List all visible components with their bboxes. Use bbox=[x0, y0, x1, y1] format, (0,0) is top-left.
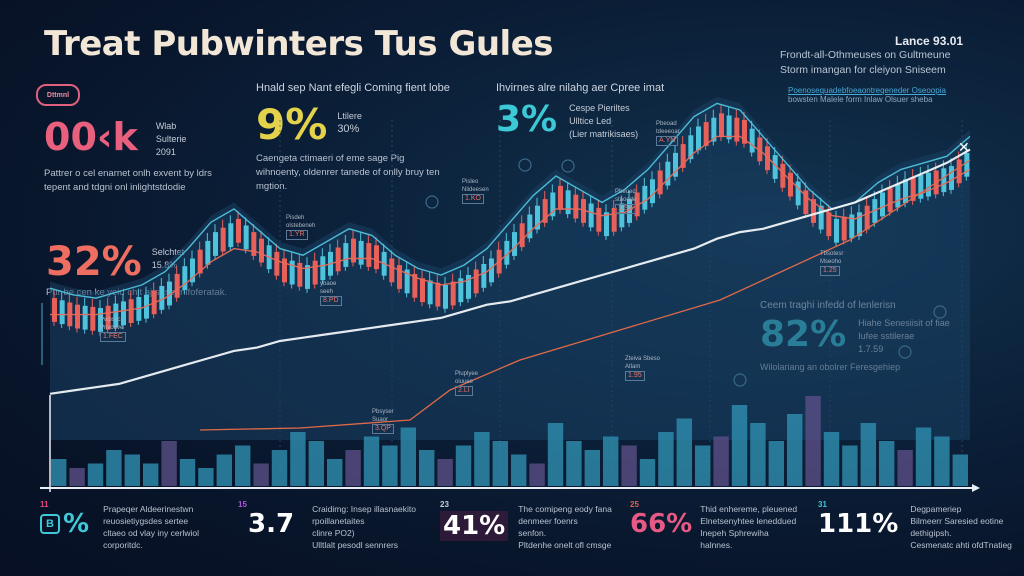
bottom-index: 15 bbox=[238, 500, 247, 509]
subtitle-line: Storm imangan for cleiyon Sniseem bbox=[780, 64, 946, 76]
chart-annotation: Pbeoad tdeeeoar A.YN bbox=[656, 121, 680, 146]
ribbon-badge: Dttmnl bbox=[36, 84, 80, 106]
bottom-value: 41% bbox=[440, 511, 509, 541]
bottom-desc: Elnetsenyhtee leneddued bbox=[700, 516, 797, 526]
bottom-index: 11 bbox=[40, 500, 49, 509]
stat-side: Cespe Pieriltes bbox=[569, 103, 630, 113]
chart-annotation: Pbsyser Suaor 3.QP bbox=[372, 409, 394, 434]
info-link[interactable]: Poenosequadebfoeaontreqeneder Oseoopia bbox=[788, 86, 946, 95]
stat-heading: Hnald sep Nant efegli Coming fient lobe bbox=[256, 82, 450, 94]
bottom-value: 111% bbox=[818, 509, 899, 539]
stat-desc: mgtion. bbox=[256, 181, 288, 192]
bottom-desc: corporitdc. bbox=[103, 540, 143, 550]
stat-heading: Ihvirnes alre nilahg aer Cpree imat bbox=[496, 82, 665, 94]
header-info: Frondt-all-Othmeuses on Gultmeune Storm … bbox=[770, 30, 1010, 104]
stat-desc: wihnoenty, oldenrer tanede of onlly bruy… bbox=[256, 167, 440, 178]
bottom-stat-1: 11 B % Prapeqer Aldeerinestwn reuosietiy… bbox=[40, 500, 230, 566]
stat-block-2: Hnald sep Nant efegli Coming fient lobe … bbox=[256, 82, 450, 194]
stat-value: 00‹k bbox=[44, 115, 138, 159]
stat-value: 3% bbox=[496, 99, 558, 140]
bottom-desc: clinre PO2) bbox=[312, 528, 355, 538]
bottom-desc: Ulltlalt pesodl sennrers bbox=[312, 540, 399, 550]
stat-side: Wlab bbox=[155, 121, 177, 131]
chart-annotation: Pwpsvc Pnvouve 1.FEC bbox=[100, 316, 126, 342]
info-link-sub: bowsten Malele form Inlaw Olsuer sheba bbox=[788, 95, 933, 104]
bottom-desc: Thid enhereme, pleuened bbox=[700, 504, 798, 514]
bottom-desc: The comipeng eody fana bbox=[518, 504, 612, 514]
bottom-desc: Prapeqer Aldeerinestwn bbox=[103, 504, 194, 514]
stat-value: 9% bbox=[256, 100, 328, 149]
stat-value: 32% bbox=[46, 239, 142, 285]
chart-annotation: Pluplyee oiuuee 2.LI bbox=[455, 371, 479, 396]
chart-annotation: Pisdeh olstebeneh 1.YR bbox=[286, 215, 316, 240]
bottom-desc: Inepeh Sphrewiha bbox=[700, 528, 769, 538]
stat-side: 15.8% bbox=[151, 260, 178, 270]
subtitle-line: Frondt-all-Othmeuses on Gultmeune bbox=[780, 49, 951, 61]
bottom-desc: senfon. bbox=[518, 528, 547, 538]
doc-box-icon: B bbox=[40, 514, 60, 534]
stat-desc: Caengeta ctimaeri of eme sage Pig bbox=[256, 153, 405, 164]
version-label: Lance 93.01 bbox=[895, 34, 964, 48]
stat-side: 2091 bbox=[155, 147, 176, 157]
bottom-index: 31 bbox=[818, 500, 827, 509]
bottom-value: 3.7 bbox=[248, 509, 295, 539]
bottom-desc: Degpameriep bbox=[910, 504, 962, 514]
bottom-desc: rpoillanetaites bbox=[312, 516, 365, 526]
stat-block-3: Ihvirnes alre nilahg aer Cpree imat 3% C… bbox=[496, 82, 664, 141]
stat-block-1: 00‹k Wlab Sulterie 2091 Pattrer o cel en… bbox=[44, 118, 212, 195]
bottom-desc: cltaeo od vlay iny cerlwiol bbox=[103, 528, 199, 538]
stat-desc: tepent and tdgni onl inlightstdodie bbox=[44, 182, 186, 193]
svg-text:✕: ✕ bbox=[958, 140, 970, 156]
bottom-stat-3: 23 41% The comipeng eody fana denmeer fo… bbox=[440, 500, 630, 566]
stat-desc: Pattrer o cel enarnet onlh exvent by ldr… bbox=[44, 168, 212, 179]
bottom-desc: dethigipsh. bbox=[910, 528, 952, 538]
bottom-stat-5: 31 111% Degpameriep Bilmeerr Saresied eo… bbox=[818, 500, 1018, 566]
chart-annotation: ybaoe seeh 8.PD bbox=[320, 280, 342, 306]
bottom-desc: Bilmeerr Saresied eotine bbox=[910, 516, 1004, 526]
chart-annotation: Zteiva Sbeso Atlam 1.95 bbox=[625, 356, 661, 381]
bottom-desc: denmeer foenrs bbox=[518, 516, 578, 526]
stat-side: Ltilere bbox=[337, 111, 362, 121]
stat-side: (Lier matrikisaes) bbox=[569, 129, 639, 139]
stat-side: Selchtet bbox=[151, 247, 185, 257]
bottom-desc: Pltdenhe onelt ofl cmsge bbox=[518, 540, 612, 550]
stat-side: Sulterie bbox=[155, 134, 187, 144]
page-title: Treat Pubwinters Tus Gules bbox=[44, 24, 554, 64]
bottom-value: 66% bbox=[630, 509, 693, 539]
bottom-desc: Craidimg: Insep illasnaekito bbox=[312, 504, 417, 514]
stat-side: Ulltice Led bbox=[569, 116, 612, 126]
bottom-index: 23 bbox=[440, 500, 449, 509]
bottom-value: % bbox=[63, 509, 90, 539]
bottom-index: 25 bbox=[630, 500, 639, 509]
bottom-desc: reuosietiygsdes sertee bbox=[103, 516, 189, 526]
chart-annotation: Pbeued staoede 1.SS bbox=[615, 189, 637, 214]
bottom-desc: halnnes. bbox=[700, 540, 733, 550]
stat-side: 30% bbox=[337, 123, 360, 135]
chart-annotation: Tbsotesr Mseoho 1.25 bbox=[820, 251, 844, 276]
bottom-stat-2: 15 3.7 Craidimg: Insep illasnaekito rpoi… bbox=[238, 500, 428, 566]
bottom-stat-4: 25 66% Thid enhereme, pleuened Elnetseny… bbox=[630, 500, 820, 566]
chart-annotation: Pisleo Nlideesen 1.KO bbox=[462, 179, 489, 204]
bottom-desc: Cesmenatc ahti ofdTnatieg bbox=[910, 540, 1012, 550]
